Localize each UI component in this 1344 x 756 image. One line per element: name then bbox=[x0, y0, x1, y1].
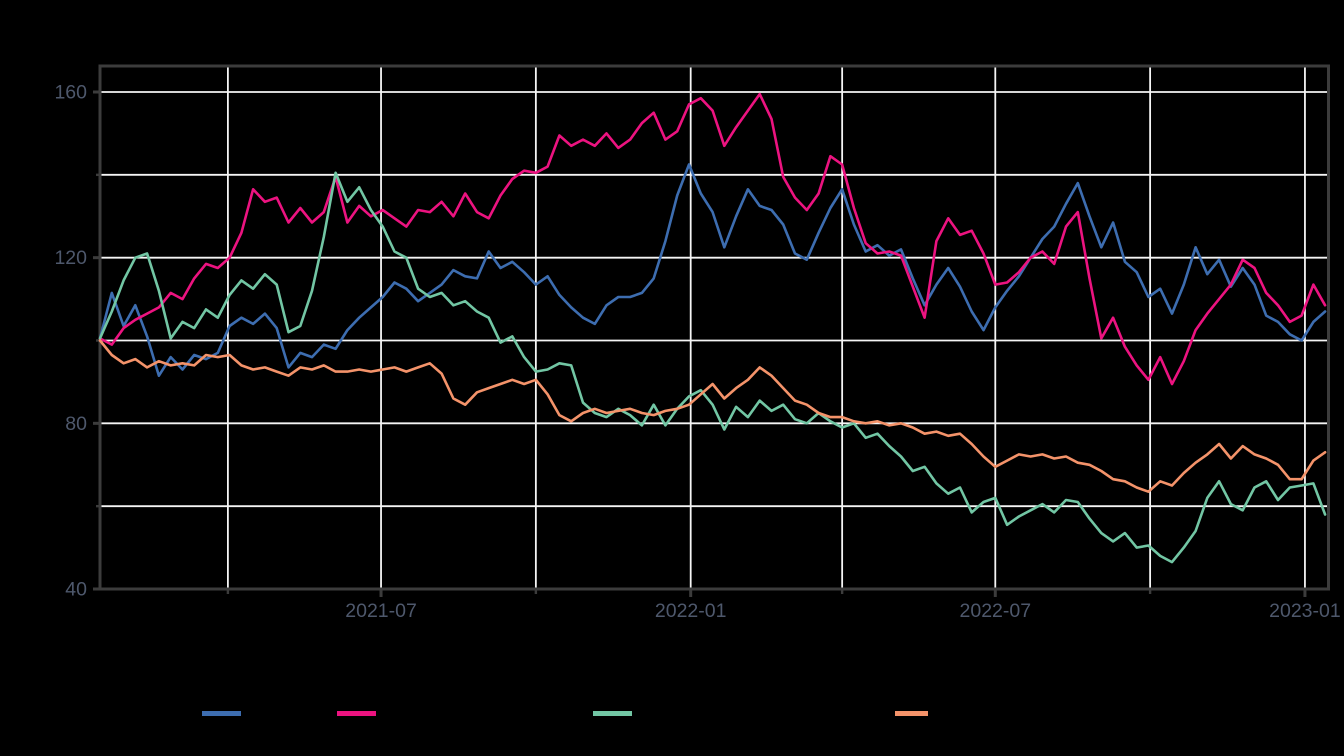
x-tick-label: 2021-07 bbox=[345, 600, 417, 622]
x-tick-label: 2022-07 bbox=[960, 600, 1032, 622]
y-tick-label: 80 bbox=[65, 413, 87, 435]
series-green-line bbox=[98, 171, 1327, 564]
series-magenta-line bbox=[98, 92, 1327, 386]
plot-spines bbox=[98, 64, 1330, 591]
y-tick-label: 160 bbox=[54, 82, 87, 104]
x-tick-label: 2022-01 bbox=[655, 600, 727, 622]
y-tick-label: 40 bbox=[65, 579, 87, 601]
series-orange-line bbox=[98, 339, 1327, 494]
y-tick-label: 120 bbox=[54, 247, 87, 269]
x-tick-label: 2023-01 bbox=[1269, 600, 1341, 622]
series-blue-line bbox=[98, 163, 1327, 378]
